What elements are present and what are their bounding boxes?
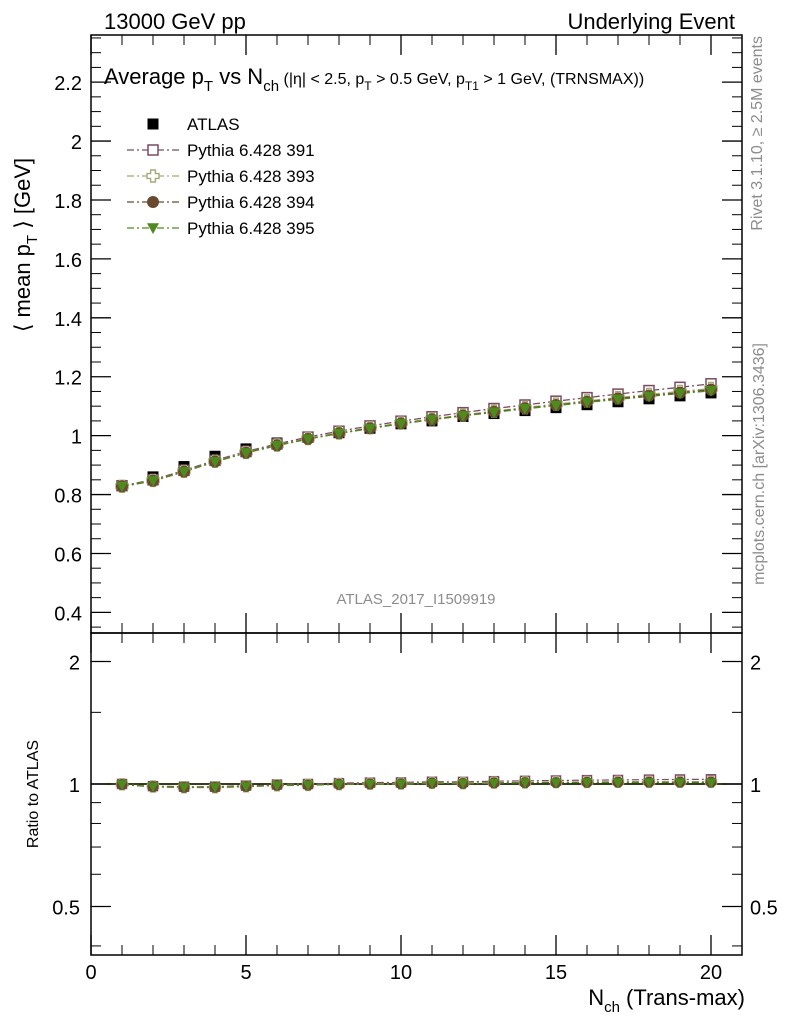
ratio-data-point <box>612 778 624 789</box>
xtick-label: 15 <box>545 962 567 984</box>
ratio-band <box>91 782 742 786</box>
x-axis-label: Nch (Trans-max) <box>588 985 745 1016</box>
xtick-label: 5 <box>240 962 251 984</box>
ratio-data-point <box>302 780 314 791</box>
legend-entry: Pythia 6.428 394 <box>187 193 315 212</box>
main-data-point <box>240 448 252 460</box>
xtick-label: 10 <box>390 962 412 984</box>
main-data-point <box>581 397 593 409</box>
mcplots-label: mcplots.cern.ch [arXiv:1306.3436] <box>751 343 768 585</box>
main-data-point <box>333 428 345 440</box>
ratio-ytick-label: 1 <box>69 775 80 797</box>
main-ytick-label: 2.2 <box>54 73 82 95</box>
main-ytick-label: 1.2 <box>54 368 82 390</box>
ratio-panel: 0.5 0.51 12 20 5 10 15 20 Ratio to ATLAS Nch (T… <box>25 632 778 1016</box>
ratio-data-point <box>519 778 531 789</box>
main-ytick-label: 0.8 <box>54 486 82 508</box>
main-data-point <box>674 388 686 400</box>
ratio-data-point <box>674 778 686 789</box>
main-data-point <box>519 404 531 415</box>
ratio-data-point <box>271 781 283 792</box>
main-data-point <box>395 419 407 430</box>
ratio-data-point <box>488 778 500 789</box>
ratio-ytick-label-right: 0.5 <box>750 897 778 919</box>
ratio-frame <box>90 632 743 956</box>
ratio-data-point <box>209 783 221 794</box>
main-panel: 0.4 0.6 0.8 1 1.2 1.4 1.6 1.8 2 2.2 Average pT vs… <box>10 34 743 634</box>
legend-entry: Pythia 6.428 393 <box>187 167 315 186</box>
ratio-data-point <box>178 783 190 794</box>
ratio-ytick-label: 0.5 <box>52 897 80 919</box>
ratio-ylabel: Ratio to ATLAS <box>25 740 42 848</box>
main-data-point <box>457 411 469 422</box>
main-ytick-label: 2 <box>71 132 82 154</box>
main-title: Average pT vs Nch (|η| < 2.5, pT > 0.5 G… <box>104 64 644 95</box>
main-ytick-label: 1.8 <box>54 191 82 213</box>
main-ytick-label: 0.6 <box>54 544 82 566</box>
main-data-point <box>271 440 283 452</box>
legend-entry: Pythia 6.428 391 <box>187 141 315 160</box>
main-ytick-label: 1 <box>71 427 82 449</box>
legend-marker <box>146 169 160 183</box>
main-data-point <box>178 467 190 478</box>
ratio-data-point <box>147 782 159 793</box>
ratio-data-point <box>333 780 345 791</box>
legend-marker <box>147 223 159 234</box>
ratio-axes: 0.5 0.51 12 20 5 10 15 20 <box>52 633 778 984</box>
main-data-point <box>612 394 624 406</box>
main-data-point <box>116 481 128 493</box>
main-data-point <box>209 457 221 468</box>
header-right: Underlying Event <box>567 9 735 34</box>
xtick-label: 20 <box>700 962 722 984</box>
legend-marker <box>147 144 159 156</box>
ratio-data-point <box>643 778 655 789</box>
rivet-label: Rivet 3.1.10, ≥ 2.5M events <box>749 36 766 231</box>
ratio-data-point <box>240 782 252 793</box>
ratio-data-point <box>364 779 376 790</box>
legend-entry: Pythia 6.428 395 <box>187 219 315 238</box>
ratio-series <box>115 774 718 794</box>
main-ytick-label: 1.4 <box>54 309 82 331</box>
main-ylabel: ⟨ mean pT ⟩ [GeV] <box>10 158 41 332</box>
main-ytick-label: 0.4 <box>54 603 82 625</box>
header-left: 13000 GeV pp <box>104 9 246 34</box>
main-data-point <box>643 391 655 403</box>
main-ytick-label: 1.6 <box>54 250 82 272</box>
ratio-ytick-label-right: 2 <box>750 653 761 675</box>
ratio-data-point <box>550 778 562 789</box>
analysis-watermark: ATLAS_2017_I1509919 <box>336 591 495 608</box>
ratio-data-point <box>705 778 717 789</box>
ratio-data-point <box>116 780 128 791</box>
legend-marker <box>147 196 159 208</box>
ratio-data-point <box>395 779 407 790</box>
main-data-point <box>364 423 376 435</box>
legend: ATLAS Pythia 6.428 391 Pythia 6.428 393 Pyt… <box>127 115 315 238</box>
main-data-point <box>426 414 438 426</box>
ratio-ytick-label-right: 1 <box>750 775 761 797</box>
legend-entry: ATLAS <box>187 115 240 134</box>
ratio-data-point <box>426 778 438 789</box>
legend-marker <box>147 118 159 130</box>
main-axes: 0.4 0.6 0.8 1 1.2 1.4 1.6 1.8 2 2.2 <box>54 35 743 633</box>
main-data-point <box>705 386 717 397</box>
ratio-data-point <box>581 778 593 789</box>
ratio-ytick-label: 2 <box>69 653 80 675</box>
main-data-point <box>550 400 562 412</box>
ratio-data-point <box>457 779 469 790</box>
main-series <box>115 378 718 493</box>
main-data-point <box>488 407 500 419</box>
main-data-point <box>302 434 314 446</box>
main-data-point <box>147 476 159 487</box>
xtick-label: 0 <box>85 962 96 984</box>
